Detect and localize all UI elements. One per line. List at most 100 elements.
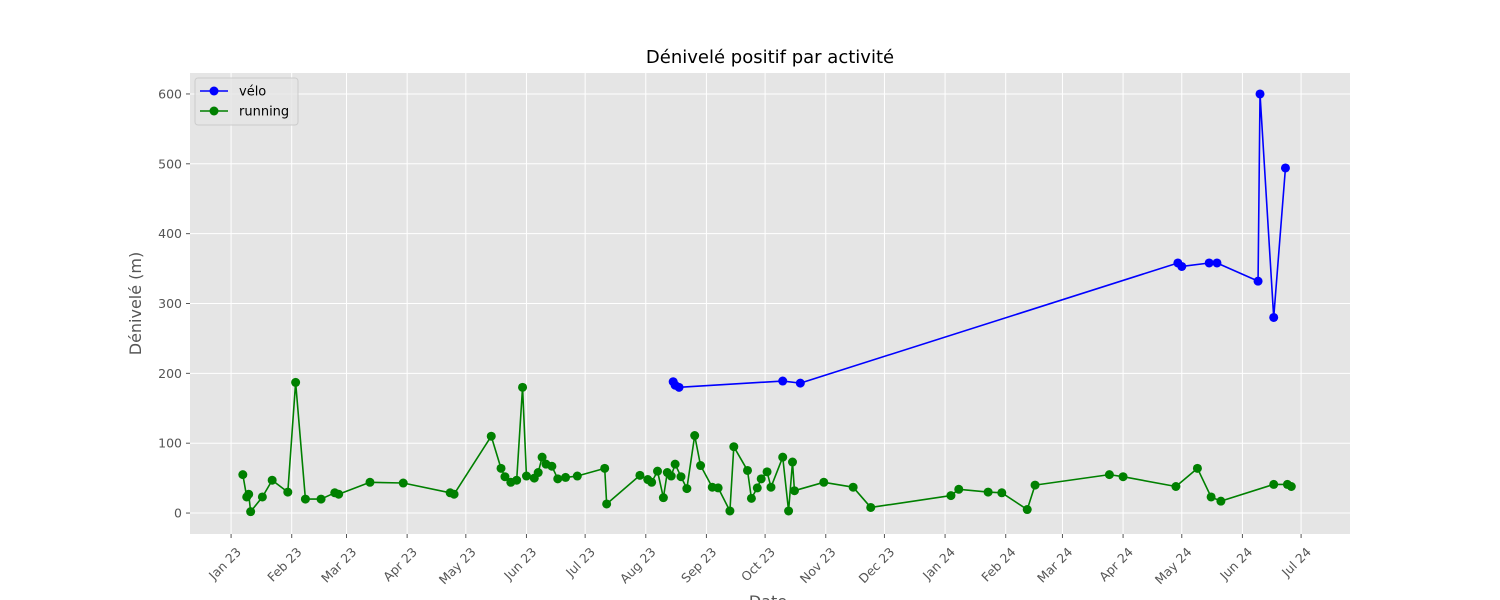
data-point <box>300 494 310 504</box>
data-point <box>449 489 459 499</box>
data-point <box>789 486 799 496</box>
data-point <box>795 378 805 388</box>
data-point <box>954 484 964 494</box>
data-point <box>1280 163 1290 173</box>
data-point <box>572 471 582 481</box>
data-point <box>553 474 563 484</box>
data-point <box>1118 472 1128 482</box>
legend-label: running <box>239 105 289 120</box>
data-point <box>729 442 739 452</box>
data-point <box>997 488 1007 498</box>
data-point <box>602 499 612 509</box>
y-tick-label: 500 <box>158 156 182 171</box>
data-point <box>244 489 254 499</box>
data-point <box>788 457 797 467</box>
data-point <box>752 483 762 493</box>
series-velo <box>668 89 1290 392</box>
data-point <box>496 463 506 473</box>
data-point <box>1171 482 1181 491</box>
chart-title: Dénivelé positif par activité <box>646 47 894 68</box>
data-point <box>1022 505 1032 515</box>
data-point <box>521 471 531 481</box>
data-point <box>762 467 772 477</box>
data-point <box>512 475 522 485</box>
data-point <box>866 502 876 512</box>
data-point <box>547 461 557 471</box>
data-point <box>246 507 256 517</box>
data-point <box>666 471 676 481</box>
grid <box>190 73 1350 534</box>
x-axis-label: Date <box>749 592 787 600</box>
data-point <box>682 484 692 494</box>
legend: vélo running <box>194 77 299 126</box>
data-point <box>746 493 756 503</box>
y-tick-label: 400 <box>158 226 182 241</box>
y-tick-label: 200 <box>158 366 182 381</box>
data-point <box>674 382 684 392</box>
data-point <box>1030 480 1040 490</box>
data-point <box>658 493 668 503</box>
data-point <box>690 431 700 441</box>
data-point <box>267 475 277 485</box>
data-point <box>778 376 788 386</box>
data-point <box>647 477 657 487</box>
data-point <box>500 472 510 482</box>
data-point <box>291 377 301 387</box>
data-point <box>398 478 408 488</box>
legend-box <box>194 77 299 126</box>
data-point <box>819 477 829 487</box>
data-point <box>653 466 663 476</box>
data-point <box>983 487 993 497</box>
legend-marker <box>209 86 219 96</box>
data-point <box>1253 276 1263 286</box>
data-point <box>766 482 776 492</box>
data-point <box>713 483 723 493</box>
data-point <box>756 474 766 484</box>
legend-label: vélo <box>239 85 266 100</box>
data-point <box>1206 492 1216 502</box>
data-point <box>533 468 543 478</box>
data-point <box>1192 463 1202 473</box>
data-point <box>784 506 794 516</box>
data-point <box>537 452 547 462</box>
data-point <box>670 459 680 469</box>
data-point <box>1204 258 1214 268</box>
legend-marker <box>209 106 219 116</box>
data-point <box>1269 479 1279 489</box>
data-point <box>635 470 645 480</box>
legend-item: vélo <box>200 85 266 100</box>
data-point <box>1216 496 1226 506</box>
data-point <box>283 487 293 497</box>
data-point <box>946 491 956 501</box>
data-point <box>518 382 528 392</box>
y-axis: 0 100 200 300 400 500 600 <box>158 86 190 521</box>
data-point <box>1255 89 1265 99</box>
y-axis-label: Dénivelé (m) <box>126 252 145 356</box>
data-point <box>334 489 344 499</box>
data-point <box>696 461 706 471</box>
y-tick-label: 100 <box>158 436 182 451</box>
y-tick-label: 0 <box>174 506 182 521</box>
data-point <box>743 465 752 475</box>
data-point <box>238 470 248 480</box>
data-point <box>1286 482 1296 491</box>
data-point <box>778 452 788 462</box>
legend-item: running <box>200 105 289 120</box>
data-point <box>1269 312 1279 322</box>
data-point <box>365 477 375 487</box>
data-point <box>600 463 610 473</box>
data-point <box>257 492 267 502</box>
data-point <box>561 472 571 482</box>
data-point <box>1212 258 1222 268</box>
data-point <box>486 431 496 441</box>
series-running <box>238 377 1296 517</box>
series-layer <box>238 89 1296 517</box>
data-point <box>725 506 735 516</box>
data-point <box>676 472 686 482</box>
data-point <box>1104 470 1114 480</box>
y-tick-label: 600 <box>158 86 182 101</box>
data-point <box>848 482 858 492</box>
data-point <box>1177 261 1187 271</box>
data-point <box>316 494 326 504</box>
